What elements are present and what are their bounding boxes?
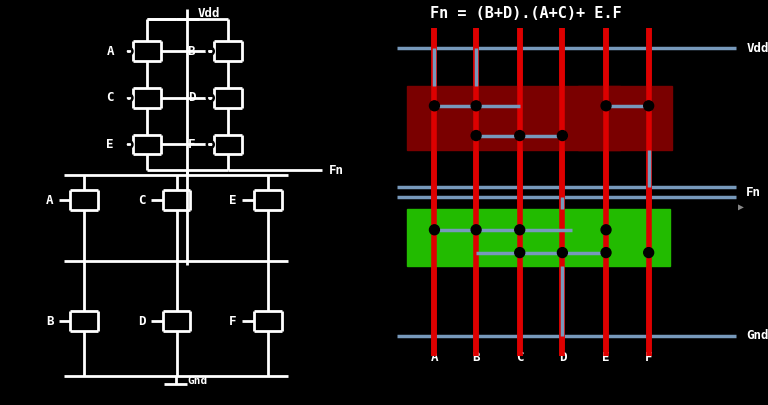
Circle shape	[601, 247, 611, 258]
Circle shape	[429, 101, 439, 111]
Bar	[407, 209, 670, 266]
Text: H: H	[566, 252, 571, 261]
Text: Gnd: Gnd	[187, 375, 207, 386]
Text: S: S	[479, 252, 485, 261]
Text: A: A	[431, 351, 439, 364]
Text: Vdd: Vdd	[198, 7, 220, 20]
Text: ▶: ▶	[738, 202, 744, 212]
Text: D: D	[632, 252, 637, 261]
Text: S: S	[566, 136, 571, 145]
Text: S: S	[438, 252, 443, 261]
Text: D: D	[138, 315, 146, 328]
Text: D: D	[187, 92, 195, 104]
Text: C: C	[106, 92, 114, 104]
Text: D: D	[523, 136, 528, 145]
Text: D: D	[459, 252, 465, 261]
Text: F: F	[187, 138, 195, 151]
Bar	[407, 86, 620, 150]
Circle shape	[471, 130, 481, 141]
Circle shape	[601, 225, 611, 235]
Text: Vdd: Vdd	[746, 42, 768, 55]
Text: A: A	[46, 194, 53, 207]
Text: D: D	[479, 136, 485, 145]
Circle shape	[515, 225, 525, 235]
Text: Fn: Fn	[329, 164, 344, 177]
Text: E: E	[602, 351, 610, 364]
Circle shape	[429, 225, 439, 235]
Circle shape	[515, 130, 525, 141]
Text: S: S	[438, 136, 443, 145]
Circle shape	[558, 130, 568, 141]
Text: Fn: Fn	[746, 185, 761, 198]
Text: S: S	[652, 252, 657, 261]
Text: S: S	[503, 136, 508, 145]
Text: D: D	[546, 252, 551, 261]
Circle shape	[601, 101, 611, 111]
Circle shape	[471, 225, 481, 235]
Text: B: B	[187, 45, 195, 58]
Text: D: D	[546, 136, 551, 145]
Text: D: D	[590, 136, 595, 145]
Circle shape	[558, 247, 568, 258]
Text: F: F	[645, 351, 653, 364]
Text: S: S	[459, 136, 465, 145]
Bar	[578, 86, 673, 150]
Text: A: A	[106, 45, 114, 58]
Text: B: B	[472, 351, 480, 364]
Circle shape	[644, 101, 654, 111]
Text: D: D	[418, 252, 423, 261]
Text: D: D	[503, 252, 508, 261]
Text: Fn = (B+D).(A+C)+ E.F: Fn = (B+D).(A+C)+ E.F	[430, 6, 621, 21]
Text: S: S	[609, 136, 614, 145]
Text: D: D	[590, 252, 595, 261]
Text: E: E	[106, 138, 114, 151]
Text: C: C	[516, 351, 524, 364]
Text: D: D	[418, 136, 423, 145]
Circle shape	[644, 247, 654, 258]
Circle shape	[471, 101, 481, 111]
Text: D: D	[558, 351, 566, 364]
Circle shape	[515, 247, 525, 258]
Text: S: S	[523, 252, 528, 261]
Text: C: C	[138, 194, 146, 207]
Text: S: S	[632, 136, 637, 145]
Text: S: S	[609, 252, 614, 261]
Text: Gnd: Gnd	[746, 329, 768, 342]
Text: B: B	[46, 315, 53, 328]
Text: E: E	[230, 194, 237, 207]
Text: D: D	[652, 136, 657, 145]
Text: F: F	[230, 315, 237, 328]
